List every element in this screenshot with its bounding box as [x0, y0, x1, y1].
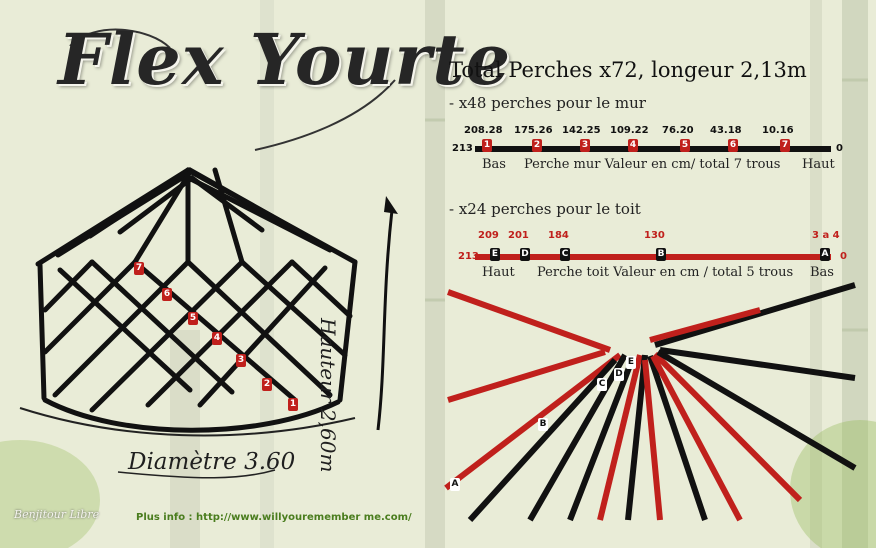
- roof-start: 213: [458, 251, 479, 262]
- roof-hole-marker: E: [490, 248, 500, 261]
- wall-hole-marker: 6: [728, 139, 738, 152]
- wall-caption: Perche mur Valeur en cm/ total 7 trous: [524, 157, 781, 172]
- roof-perches: [444, 282, 857, 523]
- lattice-hole-marker: 5: [188, 312, 198, 325]
- roof-hole-value: 201: [508, 230, 529, 241]
- wall-hole-marker: 5: [680, 139, 690, 152]
- wall-hole-marker: 2: [532, 139, 542, 152]
- roof-right-label: Bas: [810, 265, 834, 280]
- roof-diagram-hole-marker: B: [538, 418, 548, 431]
- roof-caption: Perche toit Valeur en cm / total 5 trous: [537, 265, 794, 280]
- bamboo-stalk: [425, 0, 445, 548]
- roof-left-label: Haut: [482, 265, 515, 280]
- wall-hole-value: 43.18: [710, 125, 742, 136]
- wall-heading: - x48 perches pour le mur: [449, 94, 646, 112]
- lattice-hole-marker: 7: [134, 262, 144, 275]
- bamboo-stalk: [810, 0, 822, 548]
- roof-hole-marker: B: [656, 248, 666, 261]
- wall-hole-value: 142.25: [562, 125, 601, 136]
- roof-heading: - x24 perches pour le toit: [449, 200, 641, 218]
- wall-hole-value: 109.22: [610, 125, 649, 136]
- wall-hole-marker: 7: [780, 139, 790, 152]
- bamboo-stalk: [260, 0, 274, 548]
- roof-diagram-hole-marker: A: [450, 478, 460, 491]
- bamboo-stalk: [842, 0, 868, 548]
- wall-hole-value: 76.20: [662, 125, 694, 136]
- height-label: Hauteur 2,60m: [316, 318, 340, 473]
- roof-hole-marker: D: [520, 248, 530, 261]
- wall-hole-marker: 1: [482, 139, 492, 152]
- lattice-hole-marker: 1: [288, 398, 298, 411]
- wall-hole-value: 10.16: [762, 125, 794, 136]
- signature: Benjitour Libre: [14, 508, 100, 521]
- wall-start: 213: [452, 143, 473, 154]
- lattice-hole-marker: 6: [162, 288, 172, 301]
- page-title: Flex Yourte: [58, 18, 512, 101]
- roof-bar: [475, 254, 831, 260]
- diameter-label: Diamètre 3.60: [128, 449, 296, 475]
- roof-hole-value: 3 a 4: [812, 230, 840, 241]
- wall-bar: [475, 146, 831, 152]
- wall-hole-marker: 4: [628, 139, 638, 152]
- lattice-hole-marker: 4: [212, 332, 222, 345]
- wall-right-label: Haut: [802, 157, 835, 172]
- roof-diagram-hole-marker: E: [626, 356, 636, 369]
- roof-diagram-hole-marker: C: [597, 378, 607, 391]
- roof-diagram-hole-marker: D: [614, 368, 624, 381]
- roof-hole-marker: C: [560, 248, 570, 261]
- roof-hole-value: 130: [644, 230, 665, 241]
- roof-end: 0: [840, 251, 847, 262]
- wall-hole-value: 208.28: [464, 125, 503, 136]
- wall-hole-marker: 3: [580, 139, 590, 152]
- wall-end: 0: [836, 143, 843, 154]
- total-heading: Total Perches x72, longeur 2,13m: [449, 58, 807, 82]
- wall-left-label: Bas: [482, 157, 506, 172]
- lattice-hole-marker: 2: [262, 378, 272, 391]
- roof-hole-value: 209: [478, 230, 499, 241]
- yurt-lattice: [35, 167, 358, 433]
- info-link[interactable]: Plus info : http://www.willyouremember m…: [136, 512, 412, 523]
- lattice-hole-marker: 3: [236, 354, 246, 367]
- roof-hole-value: 184: [548, 230, 569, 241]
- wall-hole-value: 175.26: [514, 125, 553, 136]
- roof-hole-marker: A: [820, 248, 830, 261]
